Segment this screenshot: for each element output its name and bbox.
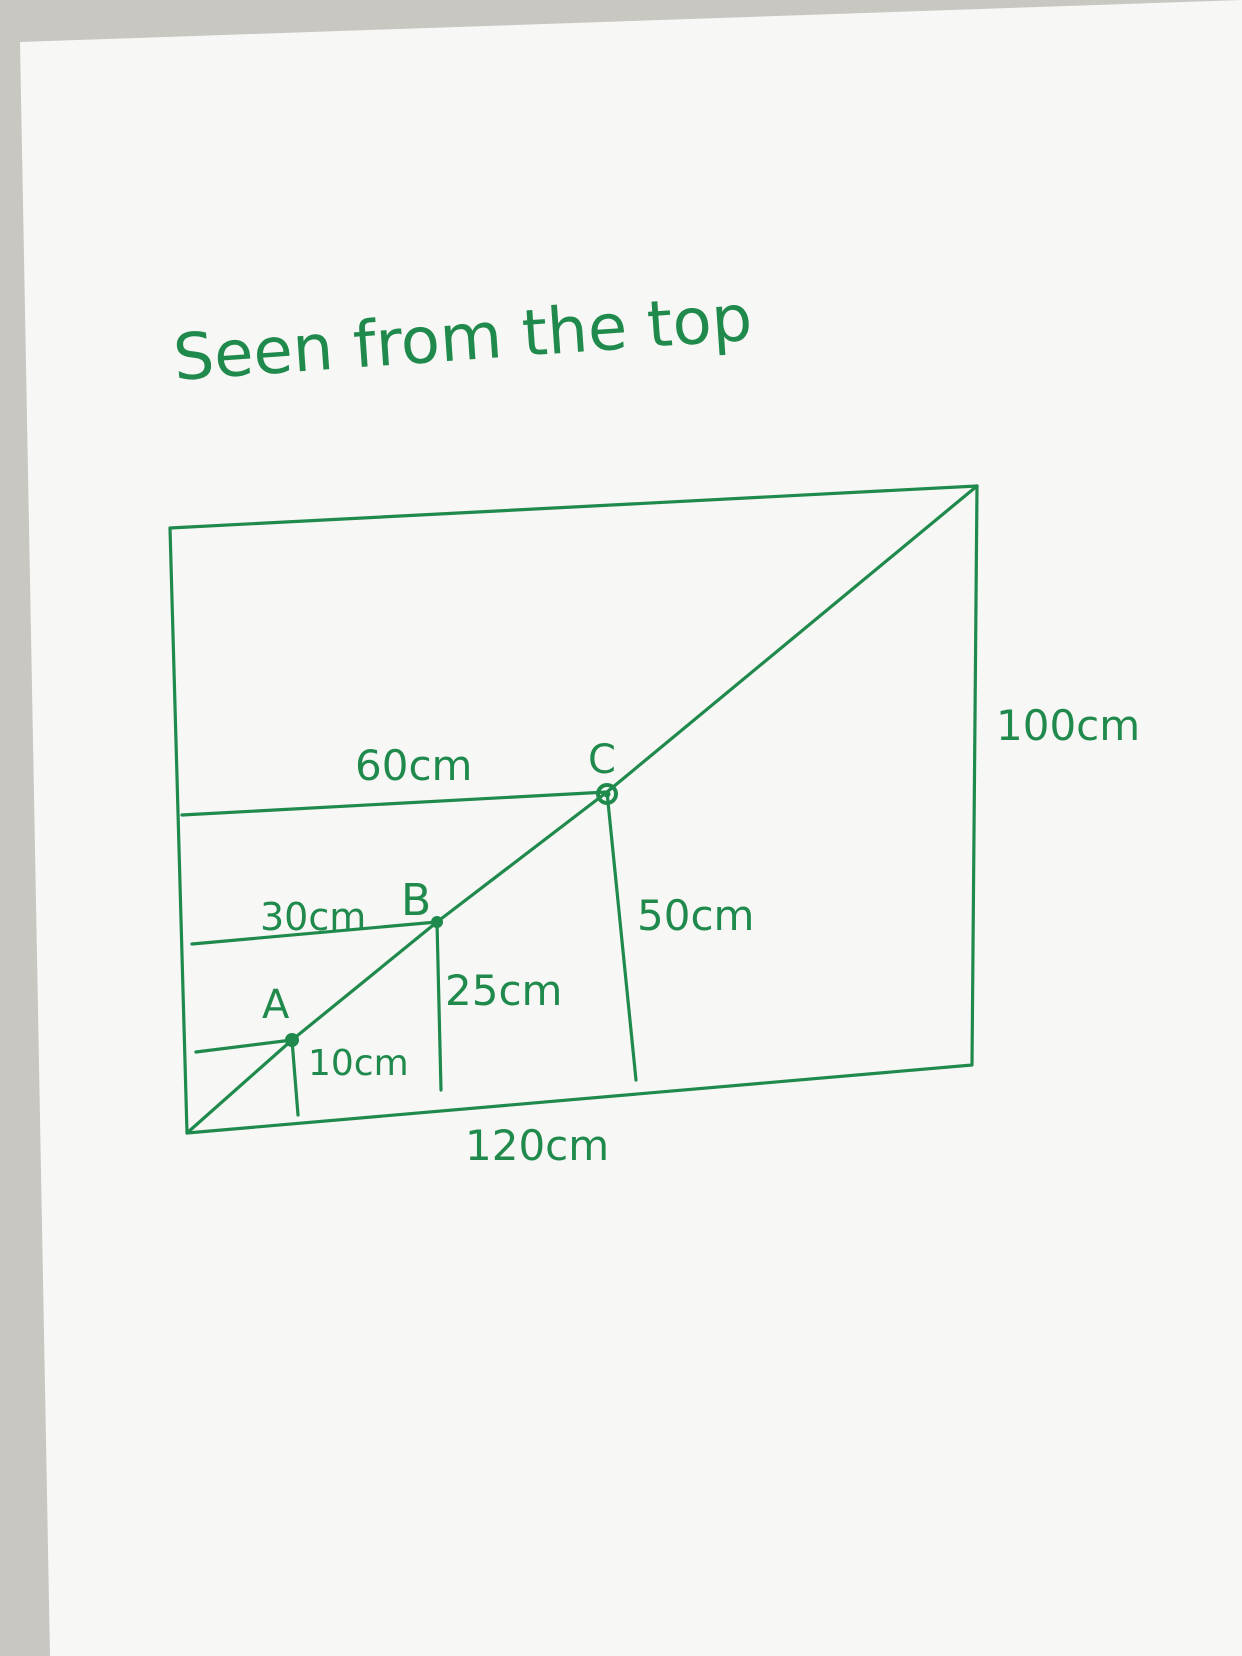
- label-c-height: 50cm: [637, 891, 754, 940]
- label-total-height: 100cm: [996, 701, 1140, 750]
- label-c-width: 60cm: [355, 741, 472, 790]
- outer-rectangle: [168, 484, 979, 1135]
- point-a-dot: [285, 1033, 299, 1047]
- point-b-dot: [431, 916, 443, 928]
- label-b-width: 30cm: [260, 895, 366, 939]
- point-c-center: [603, 790, 611, 798]
- point-c-dot: [596, 783, 618, 805]
- label-a-height: 10cm: [308, 1043, 409, 1084]
- paper-sheet: [20, 0, 1242, 1656]
- label-total-width: 120cm: [465, 1121, 609, 1170]
- label-point-c: C: [588, 737, 616, 783]
- label-point-a: A: [262, 982, 290, 1028]
- label-point-b: B: [401, 875, 431, 926]
- label-b-height: 25cm: [445, 966, 562, 1015]
